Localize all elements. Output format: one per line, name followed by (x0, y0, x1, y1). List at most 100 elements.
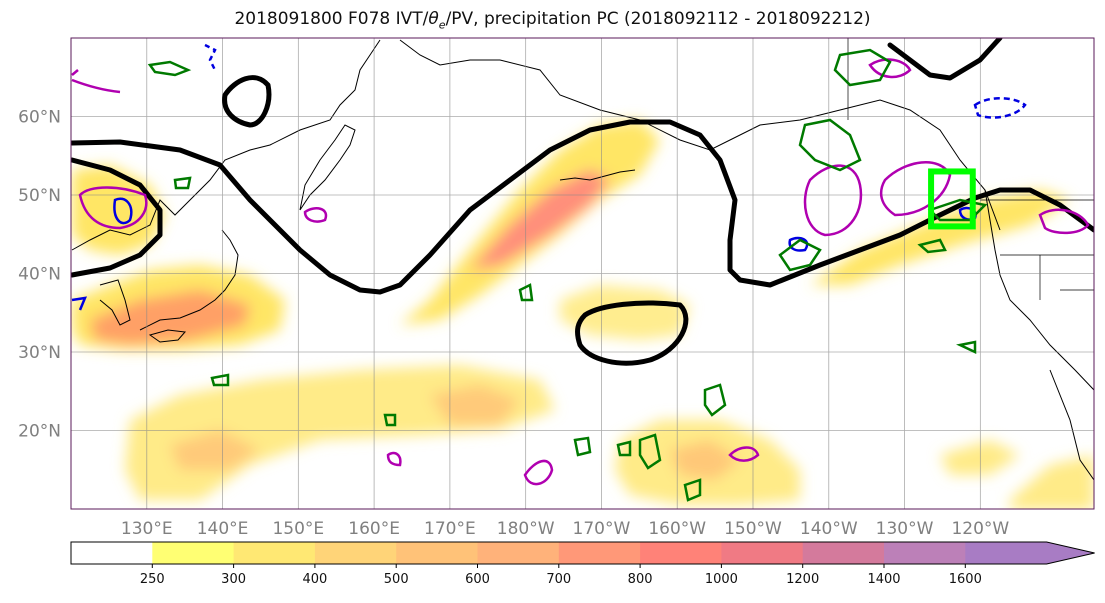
colorbar: 250 300 400 500 600 700 800 1000 1200 1400 1600 (70, 541, 1095, 587)
pv-contour-n1 (71, 69, 121, 94)
latitude-label: 20°N (18, 422, 61, 442)
colorbar-extension (1046, 542, 1095, 564)
colorbar-tick-label: 1400 (867, 572, 900, 587)
pv-contour-nw (78, 186, 148, 230)
colorbar-tick-label: 500 (384, 572, 409, 587)
target-region-box (928, 168, 976, 230)
colorbar-tick-label: 1000 (705, 572, 738, 587)
colorbar-segment (152, 542, 235, 564)
map-area (71, 38, 1094, 509)
ivt-region-se2 (1010, 455, 1094, 509)
ivt-region-central (560, 285, 690, 340)
precip-green-ar (778, 238, 822, 272)
coast-aleutians (559, 169, 636, 181)
colorbar-tick-label: 700 (546, 572, 571, 587)
title-theta: θ (428, 9, 439, 29)
latitude-label: 40°N (18, 265, 61, 285)
coast-baja (1049, 369, 1094, 481)
theta-contour-cutoff (575, 300, 689, 366)
precip-green-h4 (683, 478, 702, 502)
colorbar-tick-label: 400 (302, 572, 327, 587)
longitude-label: 130°E (121, 519, 173, 539)
precip-green-contours (147, 48, 988, 502)
theta-contour-north (222, 75, 272, 128)
ivt-region-east (810, 190, 1070, 285)
colorbar-segment (396, 542, 478, 564)
longitude-label: 180°W (497, 519, 555, 539)
colorbar-segment (802, 542, 885, 564)
latitude-label: 60°N (18, 108, 61, 128)
precip-green-ne (798, 118, 862, 172)
colorbar-segment (314, 542, 397, 564)
theta-contour-ne (887, 38, 1003, 81)
ivt-region-south (125, 365, 555, 500)
precip-green-n2 (833, 48, 892, 87)
coast-alaska (499, 59, 1001, 231)
longitude-labels: 130°E 140°E 150°E 160°E 170°E 180°W 170°W 160°W… (121, 519, 1009, 539)
precip-green-n1 (147, 60, 192, 77)
pv-contour-ne2 (879, 161, 952, 217)
colorbar-tick-label: 600 (465, 572, 490, 587)
graticule (71, 38, 1094, 509)
precip-green-c1 (518, 283, 534, 302)
map-title: 2018091800 F078 IVT/θe/PV, precipitation… (0, 9, 1105, 31)
coast-siberia-north (399, 39, 500, 66)
colorbar-segment (558, 542, 641, 564)
longitude-label: 160°E (348, 519, 400, 539)
precip-green-s1 (383, 413, 397, 427)
precip-green-e1 (927, 198, 988, 222)
colorbar-frame (70, 541, 1095, 565)
precip-green-c2 (210, 373, 230, 387)
longitude-label: 150°W (724, 519, 782, 539)
coast-asia (71, 39, 381, 251)
colorbar-segment (477, 542, 560, 564)
pv-contour-s3 (386, 451, 402, 467)
coastlines (71, 39, 1094, 481)
precip-blue-nw (113, 197, 133, 225)
colorbar-tick-label: 300 (221, 572, 246, 587)
ivt-core-south (170, 430, 260, 470)
pv-contour-ne1 (803, 164, 863, 237)
longitude-label: 140°E (197, 519, 249, 539)
precip-blue-n (204, 43, 217, 71)
coast-korea (99, 279, 131, 326)
colorbar-tick-label: 1600 (949, 572, 982, 587)
coast-na-west (984, 189, 1094, 391)
latitude-label: 30°N (18, 343, 61, 363)
precip-green-h5 (956, 340, 977, 354)
ivt-core-south2 (430, 385, 520, 425)
longitude-label: 140°W (800, 519, 858, 539)
coast-kamchatka (299, 124, 356, 211)
pv-contour-c1 (303, 207, 328, 223)
pv-contours (71, 58, 1090, 486)
pv-contour-s1 (523, 459, 554, 486)
precip-green-h6 (616, 440, 632, 457)
latitude-labels: 60°N 50°N 40°N 30°N 20°N (18, 108, 61, 442)
pv-contour-ne3 (1038, 208, 1090, 235)
precip-green-h1 (703, 383, 727, 417)
longitude-label: 150°E (272, 519, 324, 539)
theta-contour-nw (71, 157, 163, 278)
longitude-label: 160°W (648, 519, 706, 539)
borders (847, 38, 1094, 300)
title-theta-sub: e (438, 18, 446, 32)
theta-contour-main (71, 119, 1094, 295)
precip-green-e2 (917, 238, 947, 254)
precip-blue-w (71, 296, 88, 311)
map-frame (70, 37, 1095, 510)
coast-japan (139, 229, 239, 331)
latitude-label: 50°N (18, 186, 61, 206)
colorbar-tick-label: 1200 (786, 572, 819, 587)
pv-contour-s2 (728, 446, 760, 462)
colorbar-tick-label: 250 (140, 572, 165, 587)
precip-green-nw1 (173, 176, 192, 190)
colorbar-tick-label: 800 (628, 572, 653, 587)
theta-contours (71, 38, 1094, 366)
colorbar-segment (640, 542, 722, 564)
coast-japan-south (148, 329, 187, 343)
pv-contour-n2 (868, 58, 912, 79)
colorbar-segment (721, 542, 804, 564)
ivt-core-hawaii (670, 440, 740, 480)
colorbar-segment (965, 542, 1048, 564)
